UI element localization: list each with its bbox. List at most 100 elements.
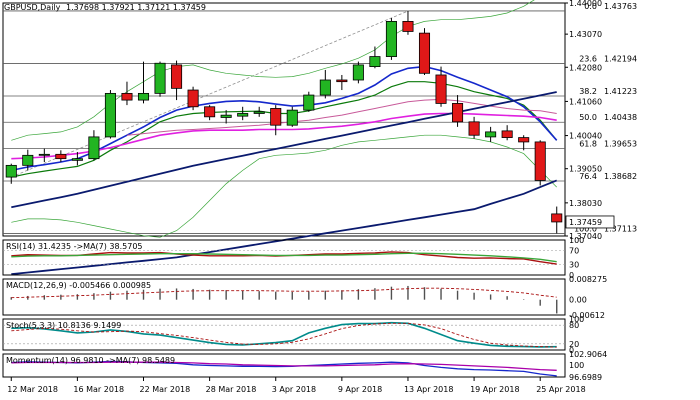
- overlay-ema_green: [11, 81, 558, 178]
- momentum-panel: 102.9064 100 96.6989 Momentum(14) 96.9810 -…: [2, 350, 607, 382]
- current-price-label: 1.37459: [569, 218, 602, 227]
- stoch-tick-label: 80: [569, 321, 579, 330]
- mom-tick-label: 102.9064: [569, 350, 607, 359]
- price-tick-label: 1.41060: [569, 97, 602, 106]
- price-tick-label: 1.44000: [569, 0, 602, 8]
- price-panel: 1.44000 1.43070 1.42080 1.41060 1.40040 1.390…: [2, 0, 637, 276]
- candle-up: [38, 153, 50, 156]
- candle-up: [137, 92, 150, 101]
- x-tick-label: 12 Mar 2018: [7, 385, 58, 394]
- price-tick-label: 1.39050: [569, 165, 602, 174]
- candle-up: [352, 64, 364, 81]
- stoch-tick-label: 100: [569, 315, 584, 324]
- rsi-panel: 100 70 300 RSI(14) 31.4235 ->MA(7) 38.5705: [2, 236, 584, 280]
- candle-up: [71, 158, 83, 161]
- macd-tick-label: -0.00612: [569, 311, 605, 320]
- fib-level-label: 0.0: [584, 2, 597, 11]
- rsi-series-line: [11, 252, 557, 263]
- macd-tick-label: 0.008275: [569, 275, 607, 284]
- candle-up: [286, 109, 298, 126]
- candle-down: [501, 130, 513, 138]
- candle-down: [55, 153, 67, 160]
- candle-down: [402, 21, 414, 32]
- candle-down: [518, 137, 530, 143]
- candle-up: [253, 111, 265, 114]
- x-tick-label: 22 Mar 2018: [140, 385, 191, 394]
- candle-down: [418, 32, 431, 74]
- mom-tick-label: 100: [569, 361, 584, 370]
- overlay-ma_blue: [11, 65, 558, 172]
- stoch-title: Stoch(5,3,3) 10.8136 9.1499: [6, 321, 121, 330]
- rsi-title: RSI(14) 31.4235 ->MA(7) 38.5705: [6, 242, 143, 251]
- candle-up: [369, 56, 381, 68]
- price-tick-label: 1.37040: [569, 232, 602, 241]
- trend-line: [11, 10, 409, 178]
- candle-down: [204, 106, 216, 118]
- candle-down: [270, 108, 282, 126]
- price-tick-label: 1.38030: [569, 199, 602, 208]
- macd-signal-line: [11, 287, 557, 299]
- main-header-symbol: GBPUSD,Daily: [4, 3, 61, 12]
- mom-title: Momentum(14) 96.9810 ->MA(7) 98.5489: [6, 356, 175, 365]
- fib-level-value: 1.41223: [604, 87, 637, 96]
- fib-level-label: 23.6: [579, 54, 597, 63]
- candle-down: [452, 103, 464, 123]
- macd-panel: 0.008275 0.00 -0.00612 MACD(12,26,9) -0.005…: [2, 275, 607, 320]
- overlay-ma_magenta: [11, 112, 557, 160]
- x-axis: 12 Mar 2018 16 Mar 2018 22 Mar 2018 28 Mar …: [7, 377, 586, 394]
- candle-down: [336, 79, 348, 83]
- mom-tick-label: 96.6989: [569, 373, 602, 382]
- macd-tick-label: 0.00: [569, 296, 587, 305]
- overlay-ma_pink: [126, 98, 557, 136]
- overlay-ma_navy: [11, 91, 557, 209]
- candle-down: [551, 213, 563, 223]
- rsi-tick-label: 70: [569, 247, 579, 256]
- macd-title: MACD(12,26,9) -0.005466 0.000985: [6, 281, 151, 290]
- main-header-ohlc: 1.37698 1.37921 1.37121 1.37459: [66, 3, 206, 12]
- fib-level-value: 1.38682: [604, 172, 637, 181]
- candle-up: [154, 62, 166, 94]
- candle-up: [485, 131, 497, 138]
- candle-up: [5, 164, 17, 178]
- price-tick-label: 1.43070: [569, 30, 602, 39]
- fib-level-value: 1.43763: [604, 2, 637, 11]
- stoch-tick-label: 0: [569, 346, 574, 355]
- candle-up: [237, 113, 249, 117]
- candle-down: [171, 64, 183, 89]
- mom-series-line: [11, 361, 557, 371]
- candle-down: [435, 74, 447, 104]
- price-tick-label: 1.42080: [569, 63, 602, 72]
- x-tick-label: 13 Apr 2018: [404, 385, 453, 394]
- candle-up: [104, 92, 116, 138]
- x-tick-label: 3 Apr 2018: [272, 385, 316, 394]
- stoch-k-line: [11, 321, 557, 348]
- x-tick-label: 16 Mar 2018: [73, 385, 124, 394]
- candle-up: [88, 136, 100, 160]
- x-tick-label: 28 Mar 2018: [206, 385, 257, 394]
- candle-up: [319, 79, 331, 96]
- overlay-bb_lower: [11, 134, 557, 238]
- fib-level-label: 76.4: [579, 172, 597, 181]
- fib-level-label: 38.2: [579, 87, 597, 96]
- fib-level-label: 100.0: [574, 225, 597, 234]
- fib-level-value: 1.40438: [604, 113, 637, 122]
- candle-down: [534, 141, 546, 181]
- candle-up: [22, 154, 34, 166]
- overlay-bb_upper: [11, 0, 535, 141]
- candle-down: [468, 121, 480, 136]
- fib-level-value: 1.42194: [604, 54, 637, 63]
- rsi-tick-label: 30: [569, 261, 579, 270]
- fib-level-value: 1.39653: [604, 140, 637, 149]
- candle-up: [303, 94, 315, 111]
- current-price-box: [565, 215, 615, 229]
- candle-up: [385, 21, 397, 57]
- stoch-tick-label: 20: [569, 340, 579, 349]
- candle-down: [187, 89, 199, 108]
- fib-level-label: 61.8: [579, 140, 597, 149]
- fib-level-value: 1.37113: [604, 225, 637, 234]
- fib-level-label: 50.0: [579, 113, 597, 122]
- x-tick-label: 19 Apr 2018: [470, 385, 519, 394]
